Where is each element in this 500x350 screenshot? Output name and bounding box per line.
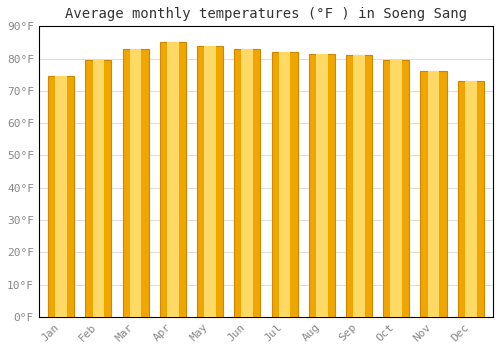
Bar <box>204 46 216 317</box>
Bar <box>167 42 178 317</box>
Bar <box>316 54 328 317</box>
Bar <box>92 60 104 317</box>
Bar <box>234 49 260 317</box>
Bar <box>48 76 74 317</box>
Bar <box>242 49 253 317</box>
Bar <box>122 49 148 317</box>
Bar <box>420 71 446 317</box>
Bar <box>272 52 297 317</box>
Bar <box>465 81 476 317</box>
Bar <box>458 81 483 317</box>
Bar <box>130 49 141 317</box>
Bar <box>383 60 409 317</box>
Bar <box>160 42 186 317</box>
Bar <box>353 55 365 317</box>
Bar <box>278 52 290 317</box>
Bar <box>86 60 112 317</box>
Bar <box>346 55 372 317</box>
Bar <box>56 76 67 317</box>
Bar <box>428 71 440 317</box>
Bar <box>308 54 335 317</box>
Bar <box>197 46 223 317</box>
Title: Average monthly temperatures (°F ) in Soeng Sang: Average monthly temperatures (°F ) in So… <box>65 7 467 21</box>
Bar <box>390 60 402 317</box>
